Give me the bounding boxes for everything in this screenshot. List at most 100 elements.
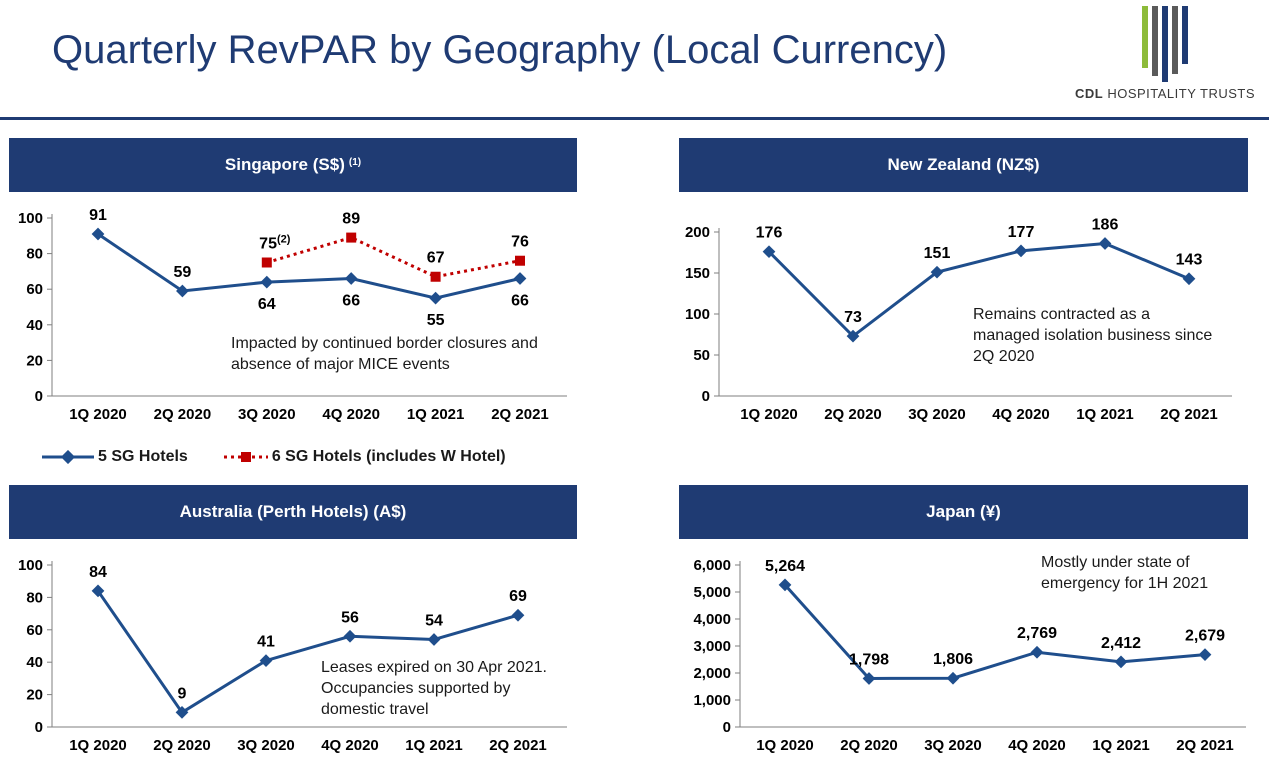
data-point-marker — [344, 272, 358, 285]
logo-text-rest: HOSPITALITY TRUSTS — [1107, 86, 1256, 101]
x-tick-label: 1Q 2021 — [1092, 737, 1150, 754]
logo-text: CDL HOSPITALITY TRUSTS — [1072, 86, 1258, 101]
data-label: 56 — [341, 609, 359, 626]
data-point-marker — [261, 257, 272, 268]
y-tick-label: 0 — [35, 719, 43, 736]
y-tick-label: 200 — [685, 224, 710, 241]
x-tick-label: 3Q 2020 — [924, 737, 982, 754]
x-tick-label: 4Q 2020 — [322, 406, 380, 423]
data-label: 67 — [427, 250, 445, 267]
data-label: 2,769 — [1017, 625, 1057, 642]
legend-line-dotted-icon — [223, 452, 268, 462]
data-label: 91 — [89, 207, 107, 224]
data-point-marker — [260, 275, 274, 289]
singapore-chart: 0 20 40 60 80 100 1Q 2020 2Q 2020 3Q 2020 4Q 2020… — [18, 207, 567, 423]
data-label: 84 — [89, 564, 107, 581]
data-label: 2,679 — [1185, 628, 1225, 645]
x-tick-label: 4Q 2020 — [992, 406, 1050, 423]
japan-panel-header: Japan (¥) — [679, 485, 1248, 539]
data-point-marker — [1098, 237, 1112, 250]
data-point-marker — [511, 608, 525, 622]
data-point-marker — [513, 272, 527, 285]
y-tick-label: 100 — [685, 306, 710, 323]
data-label: 54 — [425, 613, 443, 630]
data-point-marker — [430, 271, 441, 282]
data-point-marker — [1182, 272, 1196, 286]
data-label: 69 — [509, 588, 527, 605]
y-tick-label: 60 — [26, 281, 43, 298]
data-label: 151 — [924, 245, 951, 262]
title-rule — [0, 117, 1269, 120]
x-tick-label: 1Q 2021 — [405, 737, 463, 754]
series-line — [783, 583, 1206, 680]
japan-header-label: Japan (¥) — [926, 502, 1001, 521]
data-point-marker — [175, 706, 189, 719]
x-tick-label: 1Q 2020 — [69, 737, 127, 754]
data-label: 89 — [342, 211, 360, 228]
australia-chart: 0 20 40 60 80 100 1Q 2020 2Q 2020 3Q 2020 4Q 2020… — [18, 557, 567, 754]
legend-item-5-sg-hotels: 5 SG Hotels — [42, 448, 188, 466]
singapore-header-label: Singapore (S$) — [224, 155, 345, 174]
y-tick-label: 80 — [26, 246, 43, 263]
data-point-marker — [343, 629, 357, 643]
series-line — [767, 241, 1190, 339]
logo-bars-icon — [1142, 6, 1188, 82]
y-tick-label: 2,000 — [693, 665, 731, 682]
y-tick-label: 1,000 — [693, 692, 731, 709]
data-point-marker — [1014, 244, 1028, 258]
x-tick-label: 2Q 2021 — [1176, 737, 1234, 754]
series-line — [266, 235, 521, 279]
y-tick-label: 0 — [35, 388, 43, 405]
singapore-legend: 5 SG Hotels 6 SG Hotels (includes W Hote… — [42, 446, 506, 468]
x-tick-label: 1Q 2020 — [756, 737, 814, 754]
x-tick-label: 4Q 2020 — [321, 737, 379, 754]
series-line — [97, 232, 521, 300]
data-point-marker — [1114, 655, 1128, 669]
data-label: 186 — [1092, 216, 1119, 233]
singapore-header-footnote: (1) — [348, 156, 362, 168]
japan-note: Mostly under state of emergency for 1H 2… — [1041, 554, 1209, 592]
data-label: 66 — [511, 293, 529, 310]
data-point-marker — [176, 284, 189, 298]
new-zealand-panel-header: New Zealand (NZ$) — [679, 138, 1248, 192]
data-label: 64 — [258, 296, 276, 313]
data-label: 73 — [844, 309, 862, 326]
company-logo: CDL HOSPITALITY TRUSTS — [1072, 6, 1258, 106]
y-tick-label: 80 — [26, 589, 43, 606]
data-label: 76 — [511, 234, 529, 251]
new-zealand-note: Remains contracted as a managed isolatio… — [973, 306, 1213, 365]
data-label: 176 — [756, 225, 783, 242]
legend-label-5-sg-hotels: 5 SG Hotels — [98, 448, 188, 465]
x-tick-label: 2Q 2021 — [489, 737, 547, 754]
data-point-marker — [1030, 645, 1044, 659]
x-tick-label: 3Q 2020 — [237, 737, 295, 754]
y-tick-label: 40 — [26, 654, 43, 671]
x-tick-label: 1Q 2021 — [407, 406, 465, 423]
new-zealand-header-label: New Zealand (NZ$) — [887, 155, 1040, 174]
data-label: 59 — [174, 264, 192, 281]
australia-panel-header: Australia (Perth Hotels) (A$) — [9, 485, 577, 539]
data-point-marker — [346, 232, 357, 243]
data-point-marker — [429, 291, 442, 305]
y-tick-label: 6,000 — [693, 557, 731, 574]
singapore-note: Impacted by continued border closures an… — [231, 335, 538, 373]
y-tick-label: 60 — [26, 622, 43, 639]
logo-text-bold: CDL — [1074, 86, 1104, 101]
x-tick-label: 2Q 2020 — [153, 737, 211, 754]
australia-header-label: Australia (Perth Hotels) (A$) — [179, 502, 407, 521]
y-tick-label: 100 — [18, 210, 43, 227]
x-tick-label: 2Q 2020 — [840, 737, 898, 754]
y-tick-label: 50 — [693, 347, 710, 364]
series-line — [96, 590, 519, 715]
data-label: 143 — [1176, 252, 1203, 269]
legend-label-6-sg-hotels: 6 SG Hotels (includes W Hotel) — [271, 448, 506, 465]
australia-note: Leases expired on 30 Apr 2021. Occupanci… — [321, 659, 547, 718]
data-label: 177 — [1008, 224, 1035, 241]
data-point-marker — [427, 633, 441, 646]
y-tick-label: 20 — [26, 687, 43, 704]
page-title: Quarterly RevPAR by Geography (Local Cur… — [52, 28, 948, 72]
data-label: 1,806 — [933, 651, 973, 668]
x-tick-label: 3Q 2020 — [238, 406, 296, 423]
data-label: 5,264 — [765, 558, 805, 575]
y-tick-label: 0 — [723, 719, 731, 736]
